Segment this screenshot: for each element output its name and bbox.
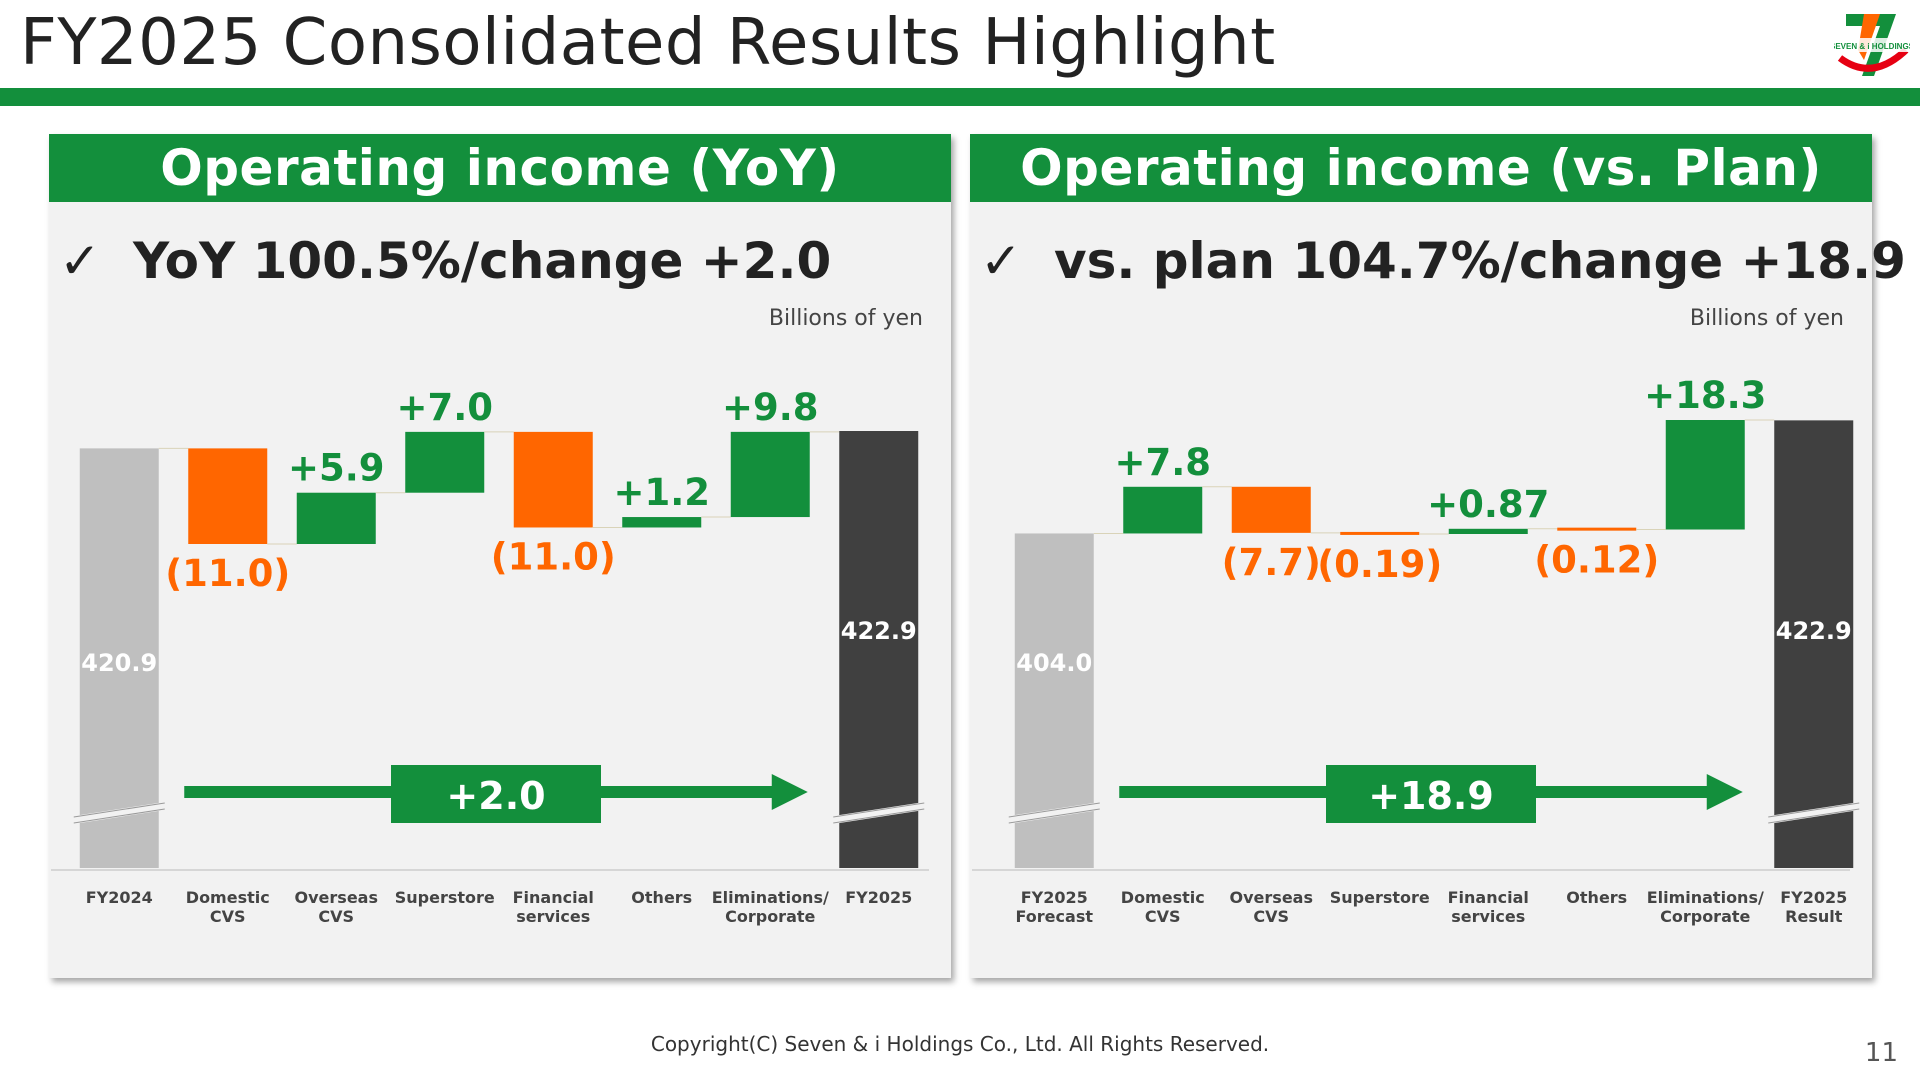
data-label: +7.0: [396, 386, 493, 429]
logo-text: SEVEN & i HOLDINGS: [1834, 42, 1910, 51]
axis-break-mark: [1768, 802, 1860, 824]
bar-decrease: [1557, 527, 1637, 531]
data-label: 422.9: [1776, 617, 1852, 645]
bar-increase: [622, 517, 702, 528]
data-label: (11.0): [491, 535, 616, 578]
category-label: Financial: [1448, 888, 1529, 907]
unit-label: Billions of yen: [1689, 306, 1844, 331]
bar-increase: [1123, 486, 1203, 534]
axis-break-line: [1008, 808, 1100, 824]
data-label: 420.9: [81, 649, 157, 677]
bar-increase: [730, 431, 810, 518]
data-label: +18.3: [1644, 374, 1766, 417]
category-label: CVS: [318, 907, 354, 926]
waterfall-chart-vs-plan: 404.0FY2025Forecast+7.8DomesticCVS(7.7)O…: [972, 374, 1860, 926]
category-label: FY2025: [1780, 888, 1847, 907]
axis-break-mark: [833, 802, 925, 824]
page-number: 11: [1864, 1038, 1898, 1068]
page-title: FY2025 Consolidated Results Highlight: [20, 6, 1276, 80]
category-label: Corporate: [725, 907, 815, 926]
category-label: FY2025: [1021, 888, 1088, 907]
data-label: +1.2: [613, 471, 710, 514]
seven-i-logo-icon: SEVEN & i HOLDINGS: [1834, 14, 1910, 76]
data-label: (0.19): [1317, 543, 1442, 586]
axis-break-line: [73, 802, 165, 818]
bar-end-total: [1774, 420, 1854, 868]
category-label: CVS: [1253, 907, 1289, 926]
bar-increase: [1665, 420, 1745, 530]
copyright-footer: Copyright(C) Seven & i Holdings Co., Ltd…: [650, 1032, 1270, 1056]
panel-headline: ✓ vs. plan 104.7%/change +18.9: [980, 232, 1906, 290]
category-label: FY2025: [845, 888, 912, 907]
axis-break-line: [73, 808, 165, 824]
axis-break-mark: [1008, 802, 1100, 824]
panel-header: Operating income (vs. Plan): [970, 134, 1872, 202]
category-label: Domestic: [186, 888, 270, 907]
category-label: Superstore: [395, 888, 495, 907]
category-label: Overseas: [295, 888, 378, 907]
category-label: services: [516, 907, 590, 926]
panel-header: Operating income (YoY): [49, 134, 951, 202]
bar-decrease: [188, 448, 268, 544]
unit-label: Billions of yen: [768, 306, 923, 331]
category-label: services: [1451, 907, 1525, 926]
category-label: CVS: [210, 907, 246, 926]
title-rule: [0, 88, 1920, 106]
data-label: 422.9: [841, 617, 917, 645]
axis-break-mark: [73, 802, 165, 824]
panel-vs-plan: Operating income (vs. Plan) ✓ vs. plan 10…: [970, 134, 1906, 978]
category-label: Superstore: [1330, 888, 1430, 907]
category-label: Result: [1785, 907, 1843, 926]
arrow-head-icon: [771, 774, 808, 810]
data-label: +5.9: [288, 447, 385, 490]
bar-increase: [1448, 528, 1528, 534]
axis-break-line: [833, 808, 925, 824]
panel-headline: ✓ YoY 100.5%/change +2.0: [59, 232, 831, 290]
category-label: Eliminations/: [1647, 888, 1764, 907]
data-label: (0.12): [1534, 539, 1659, 582]
category-label: Corporate: [1660, 907, 1750, 926]
headline-text: YoY 100.5%/change +2.0: [133, 232, 832, 290]
bar-increase: [405, 431, 485, 493]
headline-text: vs. plan 104.7%/change +18.9: [1054, 232, 1906, 290]
waterfall-chart-yoy: 420.9FY2024(11.0)DomesticCVS+5.9Overseas…: [51, 386, 929, 926]
bar-decrease: [1231, 486, 1311, 533]
check-icon: ✓: [980, 232, 1022, 290]
data-label: +9.8: [722, 386, 819, 429]
axis-break-line: [833, 802, 925, 818]
total-change-box: [391, 765, 601, 823]
total-change-label: +2.0: [446, 774, 545, 818]
bar-decrease: [513, 431, 593, 528]
axis-break-line: [1768, 808, 1860, 824]
data-label: +0.87: [1427, 483, 1549, 526]
arrow-head-icon: [1706, 774, 1743, 810]
axis-break-line: [1768, 802, 1860, 818]
category-label: CVS: [1145, 907, 1181, 926]
category-label: Others: [1566, 888, 1627, 907]
category-label: Financial: [513, 888, 594, 907]
total-change-label: +18.9: [1368, 774, 1494, 818]
bar-start-total: [79, 448, 159, 868]
data-label: 404.0: [1016, 649, 1092, 677]
data-label: +7.8: [1114, 441, 1211, 484]
total-change-box: [1326, 765, 1536, 823]
category-label: FY2024: [86, 888, 153, 907]
category-label: Domestic: [1121, 888, 1205, 907]
bar-decrease: [1340, 531, 1420, 535]
bar-increase: [296, 492, 376, 544]
bar-end-total: [839, 431, 919, 868]
check-icon: ✓: [59, 232, 101, 290]
data-label: (11.0): [165, 552, 290, 595]
category-label: Others: [631, 888, 692, 907]
category-label: Overseas: [1230, 888, 1313, 907]
category-label: Forecast: [1016, 907, 1094, 926]
category-label: Eliminations/: [712, 888, 829, 907]
axis-break-line: [1008, 802, 1100, 818]
data-label: (7.7): [1222, 541, 1321, 584]
panel-yoy: Operating income (YoY) ✓ YoY 100.5%/chang…: [49, 134, 951, 978]
